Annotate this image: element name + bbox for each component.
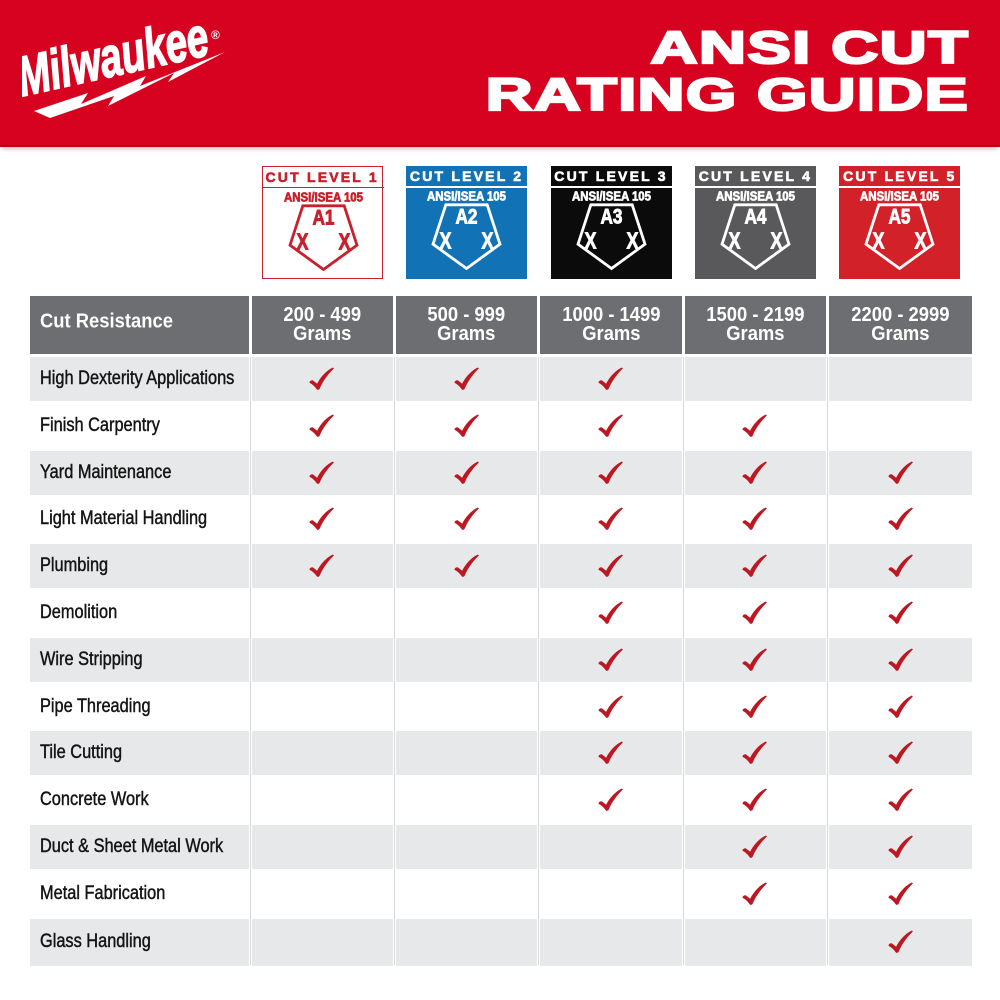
svg-text:X: X: [482, 228, 494, 254]
svg-text:X: X: [626, 228, 638, 254]
svg-text:ANSI/ISEA 105: ANSI/ISEA 105: [284, 190, 363, 205]
svg-text:ANSI/ISEA 105: ANSI/ISEA 105: [716, 189, 795, 204]
svg-text:®: ®: [211, 28, 220, 42]
svg-text:X: X: [915, 228, 927, 254]
svg-text:X: X: [770, 228, 782, 254]
svg-text:X: X: [584, 228, 596, 254]
svg-text:X: X: [440, 228, 452, 254]
svg-text:ANSI/ISEA 105: ANSI/ISEA 105: [427, 189, 506, 204]
svg-text:ANSI/ISEA 105: ANSI/ISEA 105: [860, 189, 939, 204]
svg-text:ANSI/ISEA 105: ANSI/ISEA 105: [572, 189, 651, 204]
svg-text:A3: A3: [600, 205, 622, 229]
svg-text:A5: A5: [889, 205, 911, 229]
svg-text:A1: A1: [312, 206, 334, 230]
svg-text:X: X: [296, 229, 308, 255]
svg-text:X: X: [728, 228, 740, 254]
svg-text:X: X: [338, 229, 350, 255]
svg-text:A4: A4: [744, 205, 766, 229]
svg-text:A2: A2: [456, 205, 478, 229]
svg-text:X: X: [873, 228, 885, 254]
